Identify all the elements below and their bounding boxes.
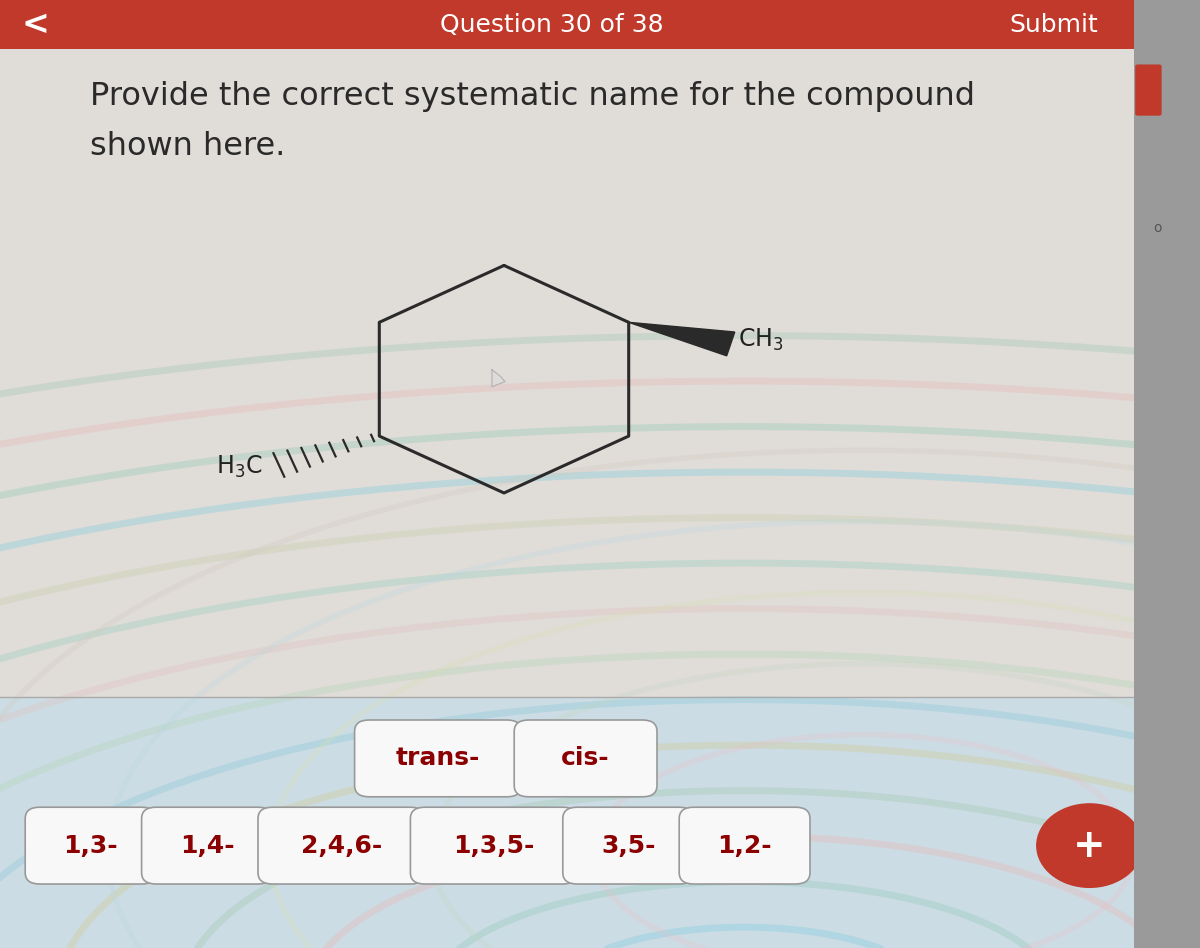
Text: 3,5-: 3,5- bbox=[601, 833, 655, 858]
FancyBboxPatch shape bbox=[679, 807, 810, 884]
Polygon shape bbox=[629, 322, 734, 356]
Text: 1,2-: 1,2- bbox=[718, 833, 772, 858]
Text: 1,4-: 1,4- bbox=[180, 833, 234, 858]
FancyBboxPatch shape bbox=[515, 720, 658, 796]
FancyBboxPatch shape bbox=[0, 0, 1134, 49]
Text: H$_3$C: H$_3$C bbox=[216, 454, 263, 480]
FancyBboxPatch shape bbox=[1135, 64, 1162, 116]
Circle shape bbox=[1037, 804, 1142, 887]
FancyBboxPatch shape bbox=[0, 49, 1200, 697]
Text: cis-: cis- bbox=[562, 746, 610, 771]
Text: shown here.: shown here. bbox=[90, 131, 286, 162]
FancyBboxPatch shape bbox=[410, 807, 577, 884]
Text: 2,4,6-: 2,4,6- bbox=[301, 833, 382, 858]
FancyBboxPatch shape bbox=[355, 720, 521, 796]
Polygon shape bbox=[492, 370, 505, 387]
FancyBboxPatch shape bbox=[1134, 0, 1200, 948]
FancyBboxPatch shape bbox=[0, 697, 1200, 948]
Text: 1,3-: 1,3- bbox=[64, 833, 118, 858]
Text: 1,3,5-: 1,3,5- bbox=[454, 833, 534, 858]
Text: <: < bbox=[22, 9, 49, 41]
Text: o: o bbox=[1153, 221, 1163, 234]
FancyBboxPatch shape bbox=[142, 807, 272, 884]
Text: CH$_3$: CH$_3$ bbox=[738, 327, 784, 354]
FancyBboxPatch shape bbox=[258, 807, 425, 884]
Text: trans-: trans- bbox=[396, 746, 480, 771]
FancyBboxPatch shape bbox=[25, 807, 156, 884]
Text: Question 30 of 38: Question 30 of 38 bbox=[440, 12, 664, 37]
FancyBboxPatch shape bbox=[563, 807, 694, 884]
Text: +: + bbox=[1073, 827, 1106, 865]
Text: Submit: Submit bbox=[1009, 12, 1098, 37]
Text: Provide the correct systematic name for the compound: Provide the correct systematic name for … bbox=[90, 81, 974, 112]
